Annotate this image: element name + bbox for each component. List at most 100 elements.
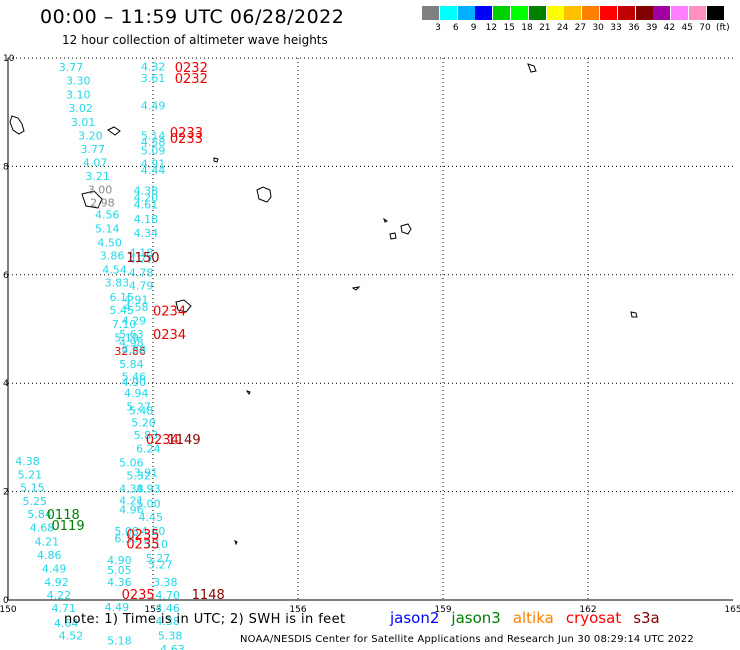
scale-label: 39: [645, 23, 658, 33]
y-tick-label: 0: [3, 596, 9, 606]
x-tick-label: 156: [289, 605, 306, 615]
wave-height-label: 4.38: [155, 615, 180, 628]
footer-note: note: 1) Time is in UTC; 2) SWH is in fe…: [64, 612, 346, 627]
scale-swatch: [564, 6, 582, 20]
scale-swatch: [528, 6, 546, 20]
wave-height-label: 1150: [126, 251, 159, 266]
scale-swatch: [653, 6, 671, 20]
page-title: 00:00 – 11:59 UTC 06/28/2022: [40, 6, 345, 28]
x-tick-label: 150: [0, 605, 17, 615]
wave-height-label: 7.10: [112, 318, 136, 331]
scale-swatch: [635, 6, 653, 20]
island-outlines: [9, 63, 638, 546]
y-tick-label: 4: [3, 379, 9, 389]
wave-height-label: 0234: [153, 304, 186, 319]
scale-label: 24: [556, 23, 569, 33]
wave-height-label: 4.32: [141, 60, 166, 73]
wave-height-label: 6.15: [110, 291, 135, 304]
scale-label: 33: [610, 23, 622, 33]
wave-height-label: 5.83: [134, 429, 159, 442]
wave-height-label: 3.10: [66, 89, 91, 102]
wave-height-label: 4.60: [141, 525, 166, 538]
wave-height-label: 3.30: [66, 75, 91, 88]
satellite-legend-item: jason2: [390, 609, 440, 627]
wave-height-label: 4.79: [129, 279, 154, 292]
wave-height-label: 4.54: [102, 264, 127, 277]
wave-height-label: 5.63: [119, 328, 143, 341]
wave-height-label: 3.21: [85, 170, 110, 183]
scale-label: 9: [470, 23, 477, 33]
wave-height-label: 5.20: [131, 417, 156, 430]
axis-tick-labels: 150 153 156 159 162 165 0 2 4 6 8 10: [0, 54, 740, 615]
map-gridlines: [8, 57, 733, 600]
wave-height-label: 3.77: [81, 143, 106, 156]
wave-height-label: 4.90: [107, 554, 132, 567]
wave-height-label: 3.38: [153, 576, 178, 589]
page-subtitle: 12 hour collection of altimeter wave hei…: [62, 33, 328, 47]
island-outline: [630, 311, 638, 318]
y-tick-label: 6: [3, 271, 9, 281]
x-tick-label: 159: [434, 605, 451, 615]
wave-height-label: 0235: [126, 538, 159, 553]
wave-height-label: 0233: [170, 126, 203, 141]
scale-swatch: [546, 6, 564, 20]
wave-height-label: 5.19: [114, 331, 139, 344]
wave-height-label: 4.38: [119, 483, 143, 496]
wave-height-label: 5.09: [141, 144, 166, 157]
wave-height-label: 4.50: [97, 237, 122, 250]
wave-height-label: 4.88: [122, 343, 147, 356]
wave-height-label: 5.05: [107, 564, 132, 577]
y-tick-label: 8: [3, 162, 9, 172]
wave-height-label: 3.83: [105, 277, 129, 290]
wave-height-label: 3.77: [59, 61, 84, 74]
scale-label: 12: [485, 23, 498, 33]
wave-height-label: 4.21: [119, 495, 143, 508]
satellite-legend-item: cryosat: [565, 609, 622, 627]
wave-height-label: 5.27: [126, 400, 150, 413]
wave-height-label: 4.21: [35, 535, 60, 548]
wave-height-label: 2.98: [90, 197, 115, 210]
wave-height-label: 4.91: [124, 294, 149, 307]
wave-height-label: 4.77: [129, 253, 154, 266]
scale-label: 42: [663, 23, 676, 33]
wave-height-label: 4.68: [30, 522, 55, 535]
wave-height-label: 4.49: [141, 99, 166, 112]
scale-label: 36: [628, 23, 640, 33]
wave-height-label: 6.24: [136, 443, 161, 456]
wave-height-label: 4.49: [105, 601, 129, 614]
scale-swatch: [689, 6, 706, 20]
x-tick-label: 165: [724, 605, 740, 615]
scale-swatch: [511, 6, 528, 20]
wave-height-label: 4.52: [59, 630, 84, 643]
scale-swatch: [671, 6, 689, 20]
wave-height-label: 4.92: [44, 576, 69, 589]
wave-height-label: 3.91: [134, 466, 159, 479]
wave-height-label: 4.58: [124, 301, 149, 314]
island-outline: [234, 540, 238, 546]
wave-height-label: 3.02: [68, 102, 93, 115]
scale-swatch: [475, 6, 493, 20]
wave-height-label: 4.86: [37, 549, 62, 562]
wave-height-label: 5.18: [107, 634, 132, 647]
island-outline: [389, 232, 397, 240]
wave-height-label: 4.38: [134, 185, 159, 198]
wave-height-label: 4.94: [124, 387, 149, 400]
x-tick-label: 162: [579, 605, 596, 615]
wave-height-label: 3.20: [78, 129, 103, 142]
wave-height-label: 4.45: [139, 511, 164, 524]
wave-height-label: 5.06: [119, 457, 143, 470]
scale-swatch: [493, 6, 511, 20]
island-outline: [213, 157, 219, 163]
island-outline: [81, 190, 103, 209]
wave-height-label: 5.14: [95, 223, 120, 236]
wave-height-label: 4.20: [134, 192, 159, 205]
island-outline: [175, 299, 192, 313]
scale-label: 18: [521, 23, 533, 33]
wave-height-label: 4.49: [42, 562, 66, 575]
wave-height-label: 5.84: [119, 358, 143, 371]
wave-height-label: 4.18: [134, 213, 159, 226]
y-tick-label: 10: [3, 54, 15, 64]
scale-unit: (ft): [716, 23, 730, 33]
scale-swatch: [457, 6, 475, 20]
satellite-legend-item: jason3: [451, 609, 501, 627]
